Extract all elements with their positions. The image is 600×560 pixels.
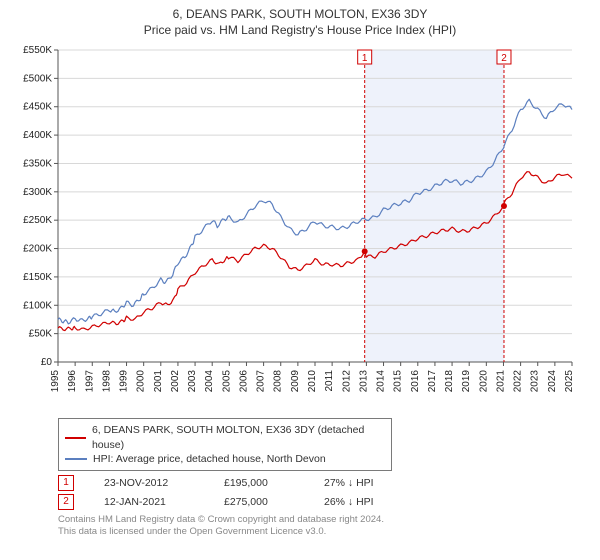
svg-text:2021: 2021 (495, 370, 506, 393)
footnote-line: This data is licensed under the Open Gov… (58, 526, 582, 538)
svg-text:1995: 1995 (50, 370, 61, 393)
svg-text:2023: 2023 (530, 370, 541, 393)
svg-text:2008: 2008 (273, 370, 284, 393)
svg-text:£100K: £100K (23, 301, 52, 312)
svg-text:£150K: £150K (23, 272, 52, 283)
marker-badge: 1 (58, 475, 74, 491)
chart-title: 6, DEANS PARK, SOUTH MOLTON, EX36 3DY (10, 6, 590, 22)
svg-text:£300K: £300K (23, 187, 52, 198)
svg-text:2: 2 (501, 53, 507, 64)
svg-text:£400K: £400K (23, 130, 52, 141)
marker-badge: 2 (58, 494, 74, 510)
svg-text:2009: 2009 (290, 370, 301, 393)
sale-markers: 1 23-NOV-2012 £195,000 27% ↓ HPI 2 12-JAN-202… (58, 475, 582, 510)
svg-text:2018: 2018 (444, 370, 455, 393)
svg-text:1999: 1999 (119, 370, 130, 393)
svg-text:£450K: £450K (23, 102, 52, 113)
svg-text:1: 1 (362, 53, 368, 64)
marker-price: £275,000 (224, 496, 294, 508)
svg-text:£50K: £50K (29, 329, 53, 340)
svg-text:2025: 2025 (564, 370, 575, 393)
marker-date: 12-JAN-2021 (104, 496, 194, 508)
marker-hpi: 26% ↓ HPI (324, 496, 374, 508)
svg-text:2014: 2014 (376, 370, 387, 393)
sale-marker-row: 2 12-JAN-2021 £275,000 26% ↓ HPI (58, 494, 582, 510)
chart: £0 £50K £100K £150K £200K £250K £300K £350K £400… (10, 42, 590, 412)
svg-text:£0: £0 (41, 357, 53, 368)
legend-item: HPI: Average price, detached house, Nort… (65, 452, 385, 466)
svg-text:2011: 2011 (324, 370, 335, 392)
marker-price: £195,000 (224, 477, 294, 489)
svg-text:1996: 1996 (67, 370, 78, 393)
svg-text:1998: 1998 (101, 370, 112, 393)
svg-text:2020: 2020 (478, 370, 489, 393)
marker-hpi: 27% ↓ HPI (324, 477, 374, 489)
svg-text:2007: 2007 (256, 370, 267, 393)
svg-text:2000: 2000 (136, 370, 147, 393)
footnote-line: Contains HM Land Registry data © Crown c… (58, 514, 582, 526)
footnote: Contains HM Land Registry data © Crown c… (58, 514, 582, 539)
svg-text:£500K: £500K (23, 74, 52, 85)
svg-text:2006: 2006 (238, 370, 249, 393)
svg-text:2003: 2003 (187, 370, 198, 393)
svg-text:2016: 2016 (410, 370, 421, 393)
svg-text:2001: 2001 (153, 370, 164, 393)
legend-label: HPI: Average price, detached house, Nort… (93, 452, 326, 466)
legend-swatch (65, 458, 87, 460)
sale-marker-row: 1 23-NOV-2012 £195,000 27% ↓ HPI (58, 475, 582, 491)
svg-text:2019: 2019 (461, 370, 472, 393)
svg-text:2002: 2002 (170, 370, 181, 393)
svg-text:£250K: £250K (23, 216, 52, 227)
svg-text:2024: 2024 (547, 370, 558, 393)
marker-date: 23-NOV-2012 (104, 477, 194, 489)
svg-text:£350K: £350K (23, 159, 52, 170)
legend-label: 6, DEANS PARK, SOUTH MOLTON, EX36 3DY (d… (92, 423, 385, 451)
svg-text:£200K: £200K (23, 244, 52, 255)
chart-subtitle: Price paid vs. HM Land Registry's House … (10, 22, 590, 38)
svg-text:2012: 2012 (341, 370, 352, 393)
legend-item: 6, DEANS PARK, SOUTH MOLTON, EX36 3DY (d… (65, 423, 385, 451)
svg-text:2005: 2005 (221, 370, 232, 393)
legend-swatch (65, 437, 86, 439)
svg-text:£550K: £550K (23, 45, 52, 56)
svg-text:2013: 2013 (358, 370, 369, 393)
svg-text:2017: 2017 (427, 370, 438, 393)
svg-text:2015: 2015 (393, 370, 404, 393)
svg-text:1997: 1997 (84, 370, 95, 393)
svg-text:2010: 2010 (307, 370, 318, 393)
svg-text:2022: 2022 (513, 370, 524, 393)
legend: 6, DEANS PARK, SOUTH MOLTON, EX36 3DY (d… (58, 418, 392, 471)
svg-text:2004: 2004 (204, 370, 215, 393)
